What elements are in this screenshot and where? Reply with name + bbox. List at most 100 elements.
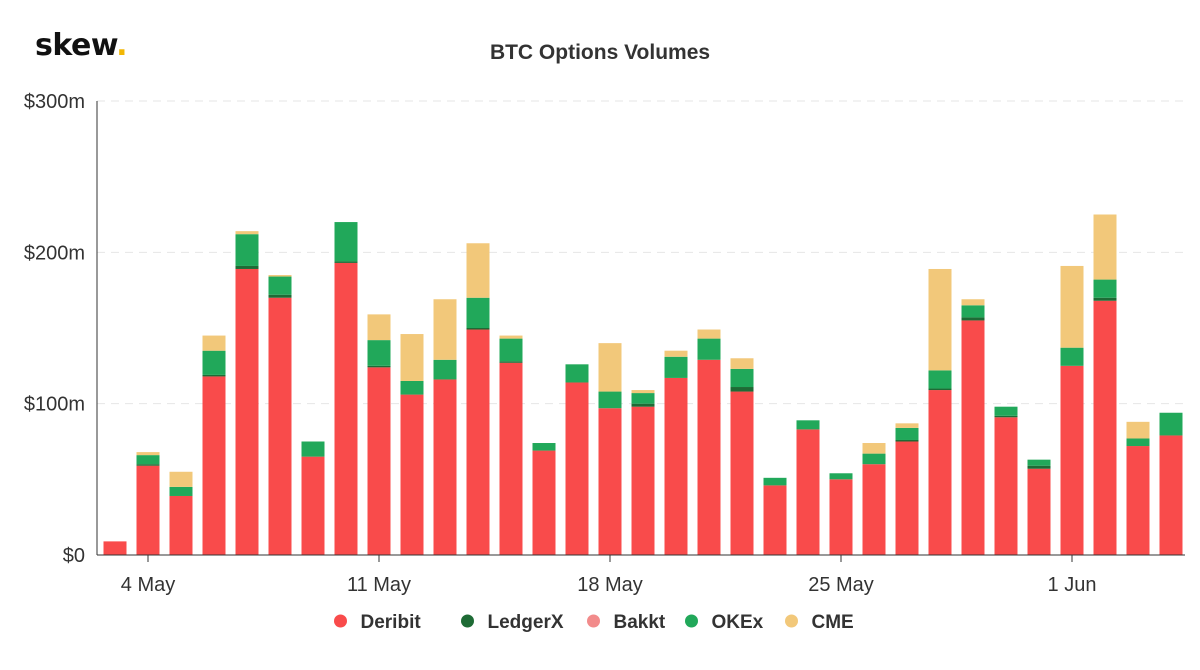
bar-deribit-2020-05-15[interactable]	[499, 362, 523, 555]
bar-okex-2020-05-30[interactable]	[994, 406, 1018, 416]
bar-okex-2020-05-08[interactable]	[268, 276, 292, 295]
bar-stack-2020-05-22[interactable]	[730, 358, 754, 555]
bar-ledgerx-2020-05-15[interactable]	[499, 361, 523, 363]
bar-deribit-2020-05-20[interactable]	[664, 377, 688, 555]
bar-stack-2020-05-07[interactable]	[235, 231, 259, 555]
bar-deribit-2020-06-02[interactable]	[1093, 300, 1117, 555]
bar-ledgerx-2020-05-11[interactable]	[367, 365, 391, 368]
bar-okex-2020-05-10[interactable]	[334, 222, 358, 262]
bar-stack-2020-05-21[interactable]	[697, 329, 721, 555]
bar-deribit-2020-05-21[interactable]	[697, 359, 721, 555]
bar-cme-2020-05-18[interactable]	[598, 343, 622, 392]
bar-ledgerx-2020-05-19[interactable]	[631, 403, 655, 407]
bar-okex-2020-05-28[interactable]	[928, 370, 952, 389]
bar-cme-2020-05-08[interactable]	[268, 275, 292, 277]
bar-stack-2020-05-05[interactable]	[169, 471, 193, 555]
bar-okex-2020-05-31[interactable]	[1027, 459, 1051, 466]
bar-cme-2020-05-21[interactable]	[697, 329, 721, 339]
bar-cme-2020-05-19[interactable]	[631, 390, 655, 394]
bar-stack-2020-05-15[interactable]	[499, 335, 523, 555]
bar-okex-2020-05-27[interactable]	[895, 427, 919, 440]
bar-okex-2020-05-11[interactable]	[367, 340, 391, 366]
bar-stack-2020-05-09[interactable]	[301, 441, 325, 556]
bar-okex-2020-05-20[interactable]	[664, 356, 688, 378]
bar-stack-2020-05-16[interactable]	[532, 443, 556, 555]
bar-deribit-2020-05-07[interactable]	[235, 268, 259, 555]
bar-deribit-2020-05-23[interactable]	[763, 485, 787, 555]
bar-deribit-2020-05-16[interactable]	[532, 450, 556, 555]
bar-stack-2020-05-19[interactable]	[631, 390, 655, 555]
bar-ledgerx-2020-05-22[interactable]	[730, 387, 754, 392]
bar-ledgerx-2020-05-04[interactable]	[136, 464, 160, 466]
bar-deribit-2020-05-18[interactable]	[598, 408, 622, 555]
bar-cme-2020-05-26[interactable]	[862, 443, 886, 454]
bar-okex-2020-05-23[interactable]	[763, 477, 787, 486]
bar-deribit-2020-05-04[interactable]	[136, 465, 160, 555]
bar-cme-2020-05-14[interactable]	[466, 243, 490, 298]
legend-item-deribit[interactable]: Deribit	[334, 612, 421, 633]
bar-deribit-2020-06-04[interactable]	[1159, 435, 1183, 555]
bar-cme-2020-05-29[interactable]	[961, 299, 985, 306]
bar-stack-2020-05-18[interactable]	[598, 343, 622, 555]
bar-okex-2020-05-21[interactable]	[697, 338, 721, 360]
bar-okex-2020-05-18[interactable]	[598, 391, 622, 409]
bar-stack-2020-06-03[interactable]	[1126, 421, 1150, 555]
bar-cme-2020-05-20[interactable]	[664, 350, 688, 357]
bar-deribit-2020-06-01[interactable]	[1060, 365, 1084, 555]
bar-cme-2020-05-22[interactable]	[730, 358, 754, 369]
bar-cme-2020-05-06[interactable]	[202, 335, 226, 351]
bar-cme-2020-05-13[interactable]	[433, 299, 457, 360]
bar-stack-2020-05-13[interactable]	[433, 299, 457, 555]
legend-item-bakkt[interactable]: Bakkt	[587, 612, 666, 633]
legend[interactable]: Deribit LedgerX Bakkt OKEx CME	[334, 612, 854, 633]
bar-cme-2020-05-04[interactable]	[136, 452, 160, 456]
bar-okex-2020-05-04[interactable]	[136, 455, 160, 465]
bar-deribit-2020-05-08[interactable]	[268, 297, 292, 555]
bar-stack-2020-05-31[interactable]	[1027, 459, 1051, 555]
bar-stack-2020-06-04[interactable]	[1159, 412, 1183, 555]
bar-stack-2020-05-08[interactable]	[268, 275, 292, 555]
bar-okex-2020-05-22[interactable]	[730, 368, 754, 388]
bar-okex-2020-05-05[interactable]	[169, 486, 193, 496]
bar-cme-2020-06-02[interactable]	[1093, 214, 1117, 280]
bar-stack-2020-05-20[interactable]	[664, 350, 688, 555]
legend-item-ledgerx[interactable]: LedgerX	[461, 612, 564, 633]
bar-deribit-2020-05-22[interactable]	[730, 391, 754, 555]
bar-ledgerx-2020-05-08[interactable]	[268, 294, 292, 298]
legend-item-cme[interactable]: CME	[785, 612, 854, 633]
bar-okex-2020-05-15[interactable]	[499, 338, 523, 362]
bar-ledgerx-2020-05-07[interactable]	[235, 265, 259, 269]
bar-okex-2020-05-07[interactable]	[235, 234, 259, 266]
bar-ledgerx-2020-05-27[interactable]	[895, 439, 919, 442]
bar-deribit-2020-05-29[interactable]	[961, 320, 985, 555]
bar-ledgerx-2020-05-31[interactable]	[1027, 465, 1051, 469]
bar-okex-2020-05-26[interactable]	[862, 453, 886, 465]
bar-okex-2020-06-02[interactable]	[1093, 279, 1117, 298]
bar-deribit-2020-05-31[interactable]	[1027, 468, 1051, 555]
bar-ledgerx-2020-05-30[interactable]	[994, 415, 1018, 418]
bar-ledgerx-2020-05-06[interactable]	[202, 374, 226, 377]
bar-ledgerx-2020-05-29[interactable]	[961, 317, 985, 321]
bar-ledgerx-2020-05-14[interactable]	[466, 328, 490, 330]
bar-okex-2020-06-03[interactable]	[1126, 438, 1150, 447]
bar-cme-2020-06-03[interactable]	[1126, 421, 1150, 439]
bar-stack-2020-05-11[interactable]	[367, 314, 391, 555]
bar-stack-2020-05-23[interactable]	[763, 477, 787, 555]
bar-okex-2020-05-16[interactable]	[532, 443, 556, 451]
bar-cme-2020-05-11[interactable]	[367, 314, 391, 341]
bar-okex-2020-05-24[interactable]	[796, 420, 820, 430]
bar-deribit-2020-05-12[interactable]	[400, 394, 424, 555]
bar-deribit-2020-05-05[interactable]	[169, 495, 193, 555]
bar-okex-2020-05-13[interactable]	[433, 359, 457, 380]
bar-stack-2020-05-24[interactable]	[796, 420, 820, 555]
bar-ledgerx-2020-05-28[interactable]	[928, 388, 952, 391]
bar-stack-2020-05-26[interactable]	[862, 443, 886, 555]
bar-deribit-2020-05-06[interactable]	[202, 376, 226, 555]
bar-ledgerx-2020-05-10[interactable]	[334, 261, 358, 263]
bar-okex-2020-06-01[interactable]	[1060, 347, 1084, 366]
bar-stack-2020-05-04[interactable]	[136, 452, 160, 555]
bar-deribit-2020-06-03[interactable]	[1126, 446, 1150, 555]
bar-stack-2020-05-03[interactable]	[103, 541, 127, 555]
bar-okex-2020-05-17[interactable]	[565, 364, 589, 383]
bar-stack-2020-06-02[interactable]	[1093, 214, 1117, 556]
